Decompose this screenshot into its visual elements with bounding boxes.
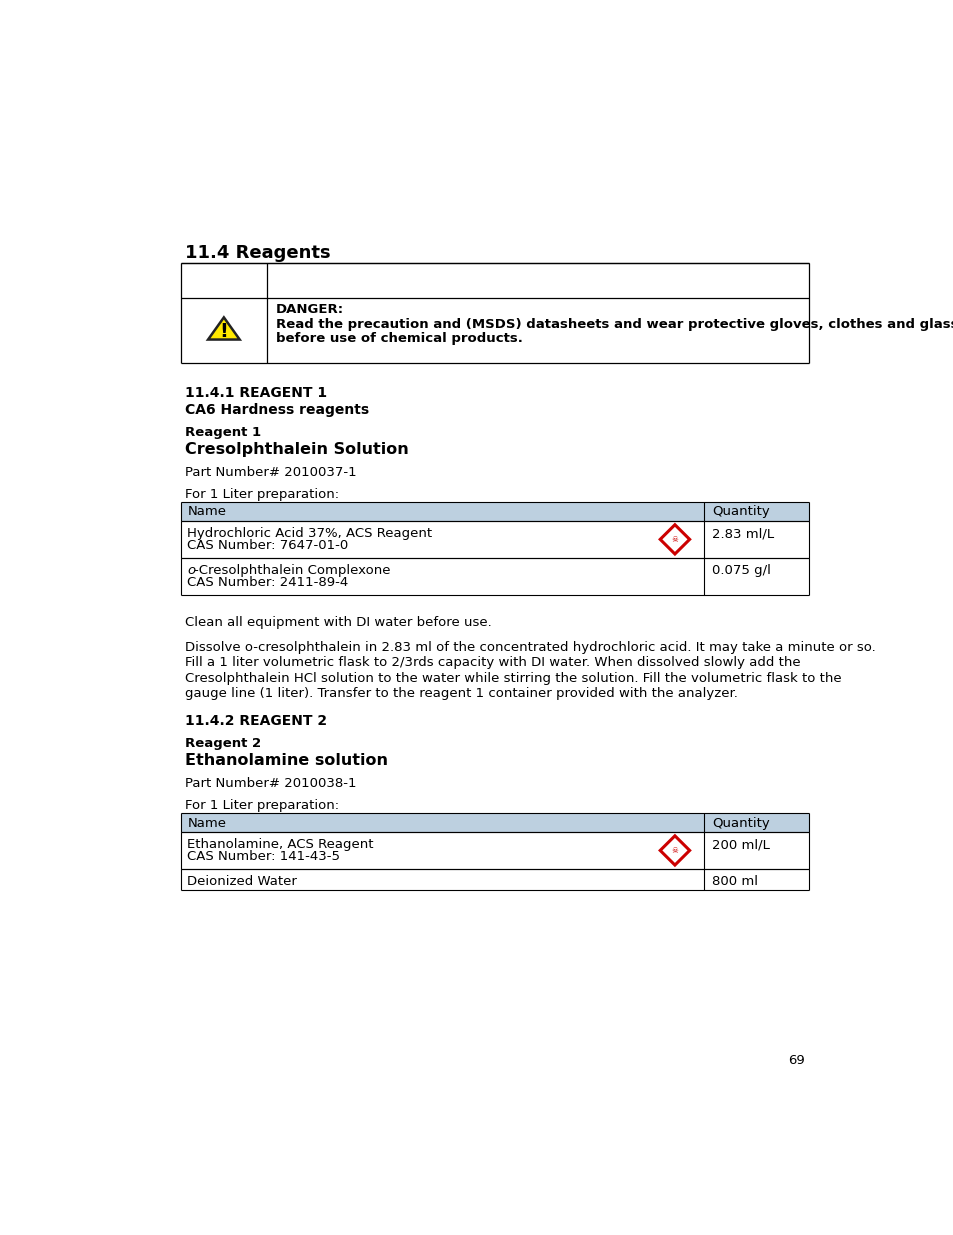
Text: CAS Number: 7647-01-0: CAS Number: 7647-01-0 — [187, 540, 349, 552]
Text: Cresolphthalein HCl solution to the water while stirring the solution. Fill the : Cresolphthalein HCl solution to the wate… — [185, 672, 841, 684]
Text: ☠: ☠ — [671, 535, 678, 543]
Text: CA6 Hardness reagents: CA6 Hardness reagents — [185, 403, 369, 417]
FancyBboxPatch shape — [181, 501, 808, 521]
Text: 69: 69 — [787, 1053, 804, 1067]
Text: CAS Number: 2411-89-4: CAS Number: 2411-89-4 — [187, 577, 349, 589]
Text: Cresolphthalein Solution: Cresolphthalein Solution — [185, 442, 409, 457]
FancyBboxPatch shape — [181, 813, 808, 832]
Text: Read the precaution and (MSDS) datasheets and wear protective gloves, clothes an: Read the precaution and (MSDS) datasheet… — [275, 319, 953, 331]
Text: Reagent 1: Reagent 1 — [185, 426, 261, 440]
Text: For 1 Liter preparation:: For 1 Liter preparation: — [185, 488, 339, 500]
Text: !: ! — [219, 321, 228, 341]
Polygon shape — [659, 836, 689, 864]
Text: Dissolve o-cresolphthalein in 2.83 ml of the concentrated hydrochloric acid. It : Dissolve o-cresolphthalein in 2.83 ml of… — [185, 641, 875, 655]
Text: 11.4.2 REAGENT 2: 11.4.2 REAGENT 2 — [185, 714, 327, 729]
Polygon shape — [208, 317, 239, 340]
Text: 200 ml/L: 200 ml/L — [711, 839, 769, 851]
Text: Name: Name — [187, 505, 226, 519]
Text: Name: Name — [187, 816, 226, 830]
Text: Quantity: Quantity — [711, 505, 769, 519]
Text: Ethanolamine, ACS Reagent: Ethanolamine, ACS Reagent — [187, 839, 374, 851]
Text: Quantity: Quantity — [711, 816, 769, 830]
Text: Hydrochloric Acid 37%, ACS Reagent: Hydrochloric Acid 37%, ACS Reagent — [187, 527, 432, 540]
Text: 0.075 g/l: 0.075 g/l — [711, 564, 770, 577]
Text: Fill a 1 liter volumetric flask to 2/3rds capacity with DI water. When dissolved: Fill a 1 liter volumetric flask to 2/3rd… — [185, 656, 800, 669]
Text: 11.4 Reagents: 11.4 Reagents — [185, 245, 331, 263]
Text: Reagent 2: Reagent 2 — [185, 737, 261, 750]
Polygon shape — [659, 525, 689, 555]
Text: gauge line (1 liter). Transfer to the reagent 1 container provided with the anal: gauge line (1 liter). Transfer to the re… — [185, 687, 738, 700]
Text: Part Number# 2010037-1: Part Number# 2010037-1 — [185, 466, 356, 479]
Text: 800 ml: 800 ml — [711, 876, 758, 888]
Text: o: o — [187, 564, 195, 577]
Text: Part Number# 2010038-1: Part Number# 2010038-1 — [185, 777, 356, 790]
Text: 11.4.1 REAGENT 1: 11.4.1 REAGENT 1 — [185, 387, 327, 400]
Text: -Cresolphthalein Complexone: -Cresolphthalein Complexone — [193, 564, 390, 577]
Text: 2.83 ml/L: 2.83 ml/L — [711, 527, 774, 540]
Text: Clean all equipment with DI water before use.: Clean all equipment with DI water before… — [185, 616, 492, 630]
Text: Ethanolamine solution: Ethanolamine solution — [185, 752, 388, 768]
Text: CAS Number: 141-43-5: CAS Number: 141-43-5 — [187, 851, 340, 863]
Text: before use of chemical products.: before use of chemical products. — [275, 332, 522, 346]
Text: Deionized Water: Deionized Water — [187, 876, 297, 888]
Text: DANGER:: DANGER: — [275, 303, 344, 316]
Text: ☠: ☠ — [671, 846, 678, 855]
Text: For 1 Liter preparation:: For 1 Liter preparation: — [185, 799, 339, 811]
